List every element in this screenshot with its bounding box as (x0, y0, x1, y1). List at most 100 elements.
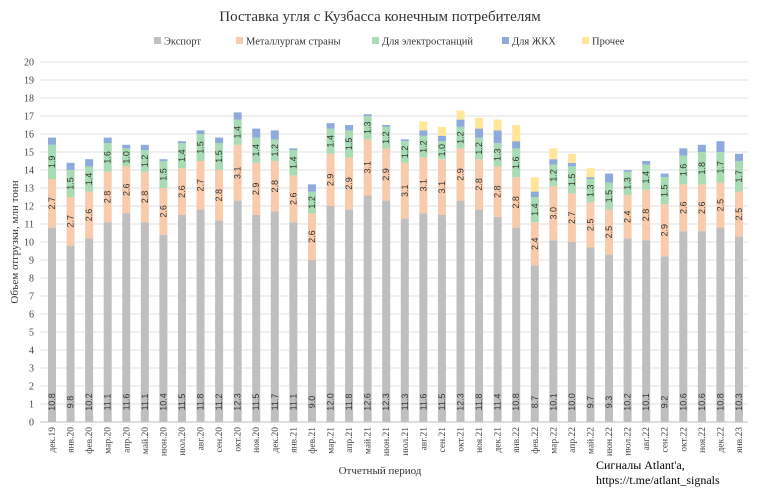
data-label: 12.0 (326, 393, 336, 411)
x-axis-ticks: дек.19 янв.20 фев.20 мар.20 апр.20 май.20 июн.… (48, 427, 745, 456)
bar-segment (549, 240, 558, 422)
legend-item: Для ЖКХ (502, 37, 556, 48)
data-label: 11.8 (474, 394, 484, 411)
bar-segment (252, 162, 261, 215)
x-tick-label: ноя.22 (698, 427, 708, 453)
data-label: 2.7 (66, 215, 76, 228)
bar-stack: 9.8 2.7 1.5 (66, 162, 76, 422)
bar-segment (345, 157, 354, 210)
legend-label: Прочее (592, 37, 625, 48)
bar-segment (716, 182, 725, 228)
bar-segment (122, 213, 131, 422)
bar-segment (400, 218, 409, 422)
watermark-line1: Сигналы Atlant'a, (596, 458, 685, 472)
data-label: 2.8 (641, 209, 651, 222)
x-axis-label: Отчетный период (339, 465, 422, 477)
bar-stack: 11.1 2.6 1.4 (288, 148, 298, 422)
data-label: 1.3 (585, 184, 595, 197)
bar-segment (493, 130, 502, 143)
bar-stack: 11.5 2.9 1.4 (251, 128, 261, 422)
bar-segment (85, 191, 94, 239)
bar-segment (233, 200, 242, 422)
x-tick-label: ноя.21 (475, 427, 485, 453)
bar-segment (326, 206, 335, 422)
x-tick-label: фев.21 (307, 427, 318, 454)
data-label: 1.4 (233, 126, 243, 139)
data-label: 1.2 (455, 131, 465, 144)
bar-segment (307, 191, 316, 214)
bar-segment (270, 161, 279, 212)
bar-segment (363, 114, 372, 116)
bar-segment (177, 141, 186, 143)
data-label: 2.9 (381, 168, 391, 181)
y-tick-label: 14 (24, 166, 34, 177)
bar-segment (66, 197, 75, 246)
x-tick-label: сен.20 (215, 427, 225, 453)
data-label: 2.6 (177, 185, 187, 198)
bar-stack: 10.8 2.7 1.9 (47, 137, 57, 422)
bar-stack: 8.7 2.4 1.4 (530, 177, 540, 422)
data-label: 2.8 (270, 180, 280, 193)
legend-swatch (582, 37, 589, 44)
bar-segment (252, 128, 261, 138)
bar-segment (140, 144, 149, 151)
bar-segment (549, 159, 558, 165)
bar-segment (382, 148, 391, 201)
bar-segment (716, 152, 725, 183)
legend-label: Для ЖКХ (512, 37, 556, 48)
bar-segment (400, 139, 409, 142)
data-label: 1.9 (47, 156, 57, 169)
data-label: 1.4 (84, 173, 94, 186)
bar-segment (419, 130, 428, 136)
data-label: 12.6 (363, 393, 373, 411)
data-label: 1.2 (474, 142, 484, 155)
bar-segment (493, 166, 502, 217)
y-tick-label: 1 (29, 400, 34, 411)
y-tick-label: 5 (29, 328, 34, 339)
bar-segment (196, 134, 205, 161)
data-label: 1.4 (326, 135, 336, 148)
bar-segment (382, 126, 391, 149)
bar-segment (400, 162, 409, 219)
data-label: 1.5 (196, 141, 206, 154)
bar-segment (177, 143, 186, 169)
bar-segment (215, 220, 224, 422)
data-label: 2.5 (734, 208, 744, 221)
x-tick-label: дек.21 (494, 427, 504, 453)
bar-segment (419, 157, 428, 214)
bar-segment (437, 135, 446, 142)
data-label: 11.5 (251, 394, 261, 411)
bar-segment (122, 148, 131, 167)
bar-segment (605, 254, 614, 422)
x-tick-label: янв.22 (512, 427, 522, 453)
x-tick-label: дек.19 (48, 427, 58, 453)
bar-stack: 10.8 2.8 1.6 (511, 125, 521, 422)
y-tick-label: 20 (24, 58, 34, 69)
x-tick-label: окт.21 (456, 427, 466, 452)
bar-segment (456, 148, 465, 201)
y-tick-label: 2 (29, 382, 34, 393)
y-tick-label: 18 (24, 94, 34, 105)
data-label: 2.5 (604, 226, 614, 239)
bar-stack: 10.3 2.5 1.7 (734, 153, 744, 422)
legend-label: Экспорт (164, 37, 201, 48)
data-label: 11.6 (121, 394, 131, 411)
bar-segment (419, 213, 428, 422)
legend-item: Экспорт (154, 37, 201, 48)
bar-stack: 11.8 2.9 1.5 (344, 125, 354, 422)
bar-segment (512, 177, 521, 228)
bar-segment (215, 170, 224, 221)
data-label: 1.4 (251, 144, 261, 157)
x-tick-label: янв.23 (735, 427, 745, 453)
data-label: 11.8 (196, 394, 206, 411)
data-label: 11.8 (344, 394, 354, 411)
bar-segment (270, 139, 279, 161)
data-label: 2.9 (251, 183, 261, 196)
data-label: 1.5 (344, 138, 354, 151)
bar-segment (512, 227, 521, 422)
data-label: 1.4 (288, 157, 298, 170)
bar-segment (567, 193, 576, 242)
bar-stack: 10.4 2.6 1.5 (158, 159, 168, 422)
bar-segment (48, 179, 56, 228)
